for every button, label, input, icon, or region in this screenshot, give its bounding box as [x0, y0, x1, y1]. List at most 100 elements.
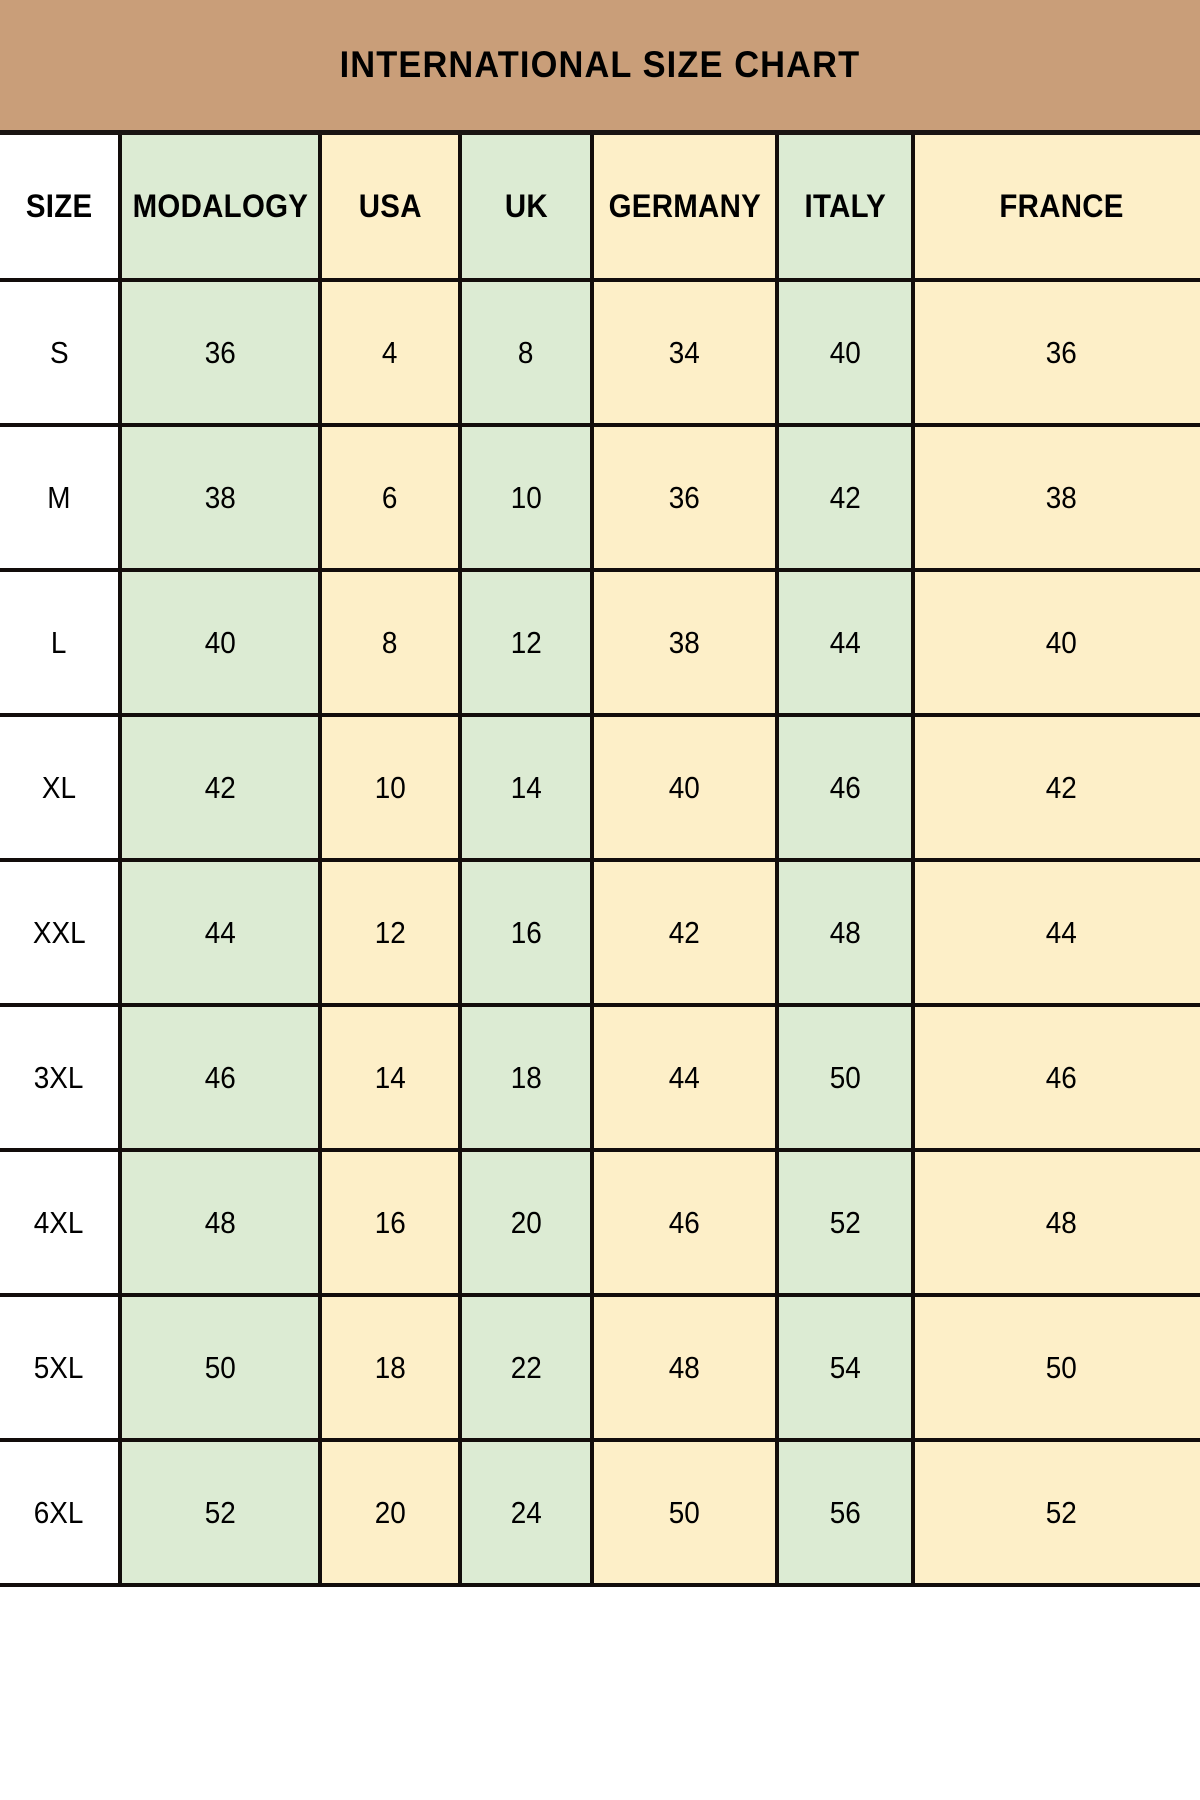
size-value: 42 [668, 914, 701, 950]
size-value-cell-france: 44 [913, 860, 1200, 1007]
size-value: 40 [668, 769, 701, 805]
table-row: 4XL 48 16 20 46 52 48 [0, 1150, 1200, 1297]
size-value: 10 [374, 769, 406, 805]
size-value-cell-uk: 12 [460, 570, 594, 717]
size-value: 50 [829, 1059, 861, 1095]
size-value-cell-modalogy: 44 [120, 860, 322, 1007]
size-value-cell-modalogy: 52 [120, 1440, 322, 1587]
size-value-cell-modalogy: 42 [120, 715, 322, 862]
size-label-cell: XXL [0, 860, 122, 1007]
size-value-cell-germany: 38 [592, 570, 779, 717]
size-value: 36 [204, 334, 236, 370]
size-value-cell-italy: 54 [777, 1295, 915, 1442]
size-value-cell-italy: 48 [777, 860, 915, 1007]
size-value-cell-uk: 24 [460, 1440, 594, 1587]
size-label: 5XL [34, 1349, 84, 1385]
table-body: S 36 4 8 34 40 36 M 38 6 10 36 42 38 L 40 8 12 38 44 40 XL 42 1… [0, 280, 1200, 1587]
size-value: 18 [374, 1349, 406, 1385]
size-value: 40 [204, 624, 236, 660]
size-value: 42 [1045, 769, 1078, 805]
size-value: 48 [204, 1204, 236, 1240]
size-value-cell-modalogy: 38 [120, 425, 322, 572]
chart-banner: INTERNATIONAL SIZE CHART [0, 0, 1200, 135]
size-value-cell-italy: 44 [777, 570, 915, 717]
size-label: XL [41, 769, 77, 805]
size-value-cell-modalogy: 48 [120, 1150, 322, 1297]
size-value: 44 [829, 624, 861, 660]
size-value: 46 [668, 1204, 701, 1240]
size-value: 50 [668, 1494, 701, 1530]
international-size-table: SIZE MODALOGY USA UK GERMANY ITALY FRANCE S 36 4… [0, 135, 1200, 1587]
size-value: 12 [510, 624, 542, 660]
size-value-cell-france: 40 [913, 570, 1200, 717]
size-value: 24 [510, 1494, 542, 1530]
size-value-cell-germany: 44 [592, 1005, 779, 1152]
size-label: 4XL [34, 1204, 84, 1240]
size-label-cell: XL [0, 715, 122, 862]
size-value-cell-france: 46 [913, 1005, 1200, 1152]
column-header-label: MODALOGY [132, 188, 308, 224]
size-value-cell-italy: 52 [777, 1150, 915, 1297]
size-value: 20 [374, 1494, 406, 1530]
size-value-cell-uk: 22 [460, 1295, 594, 1442]
size-value-cell-france: 50 [913, 1295, 1200, 1442]
size-label-cell: L [0, 570, 122, 717]
size-table-container: SIZE MODALOGY USA UK GERMANY ITALY FRANCE S 36 4… [0, 135, 1200, 1800]
size-value: 54 [829, 1349, 861, 1385]
size-value: 14 [374, 1059, 406, 1095]
size-value: 44 [1045, 914, 1078, 950]
size-value-cell-france: 38 [913, 425, 1200, 572]
table-row: XL 42 10 14 40 46 42 [0, 715, 1200, 862]
size-value: 40 [829, 334, 861, 370]
size-value: 8 [382, 624, 398, 660]
size-value: 44 [668, 1059, 701, 1095]
size-value-cell-usa: 10 [320, 715, 462, 862]
size-value: 48 [829, 914, 861, 950]
size-value-cell-modalogy: 50 [120, 1295, 322, 1442]
column-header-germany: GERMANY [592, 135, 779, 282]
header-row: SIZE MODALOGY USA UK GERMANY ITALY FRANCE [0, 135, 1200, 282]
size-value-cell-usa: 20 [320, 1440, 462, 1587]
size-value: 16 [510, 914, 542, 950]
size-value-cell-italy: 40 [777, 280, 915, 427]
size-label: 3XL [34, 1059, 84, 1095]
size-value: 52 [1045, 1494, 1078, 1530]
page-title: INTERNATIONAL SIZE CHART [339, 44, 861, 85]
size-value: 14 [510, 769, 542, 805]
size-label: 6XL [34, 1494, 84, 1530]
table-row: XXL 44 12 16 42 48 44 [0, 860, 1200, 1007]
column-header-label: ITALY [804, 188, 886, 224]
table-row: 6XL 52 20 24 50 56 52 [0, 1440, 1200, 1587]
size-value-cell-usa: 8 [320, 570, 462, 717]
size-value-cell-usa: 18 [320, 1295, 462, 1442]
size-label-cell: 4XL [0, 1150, 122, 1297]
size-value-cell-usa: 4 [320, 280, 462, 427]
size-value-cell-modalogy: 40 [120, 570, 322, 717]
size-value: 8 [518, 334, 534, 370]
size-value-cell-france: 36 [913, 280, 1200, 427]
size-label: S [49, 334, 69, 370]
size-value: 50 [204, 1349, 236, 1385]
table-row: 3XL 46 14 18 44 50 46 [0, 1005, 1200, 1152]
column-header-italy: ITALY [777, 135, 915, 282]
size-value: 56 [829, 1494, 861, 1530]
table-row: L 40 8 12 38 44 40 [0, 570, 1200, 717]
size-label-cell: S [0, 280, 122, 427]
size-value: 36 [668, 479, 701, 515]
size-label: L [51, 624, 67, 660]
size-value: 16 [374, 1204, 406, 1240]
column-header-usa: USA [320, 135, 462, 282]
size-value-cell-modalogy: 36 [120, 280, 322, 427]
size-label-cell: 3XL [0, 1005, 122, 1152]
size-value-cell-germany: 46 [592, 1150, 779, 1297]
size-value-cell-germany: 50 [592, 1440, 779, 1587]
size-label: M [47, 479, 71, 515]
size-value-cell-uk: 18 [460, 1005, 594, 1152]
size-value: 44 [204, 914, 236, 950]
size-value: 48 [668, 1349, 701, 1385]
size-value: 6 [382, 479, 398, 515]
size-value-cell-germany: 36 [592, 425, 779, 572]
size-value: 38 [668, 624, 701, 660]
size-value: 38 [1045, 479, 1078, 515]
